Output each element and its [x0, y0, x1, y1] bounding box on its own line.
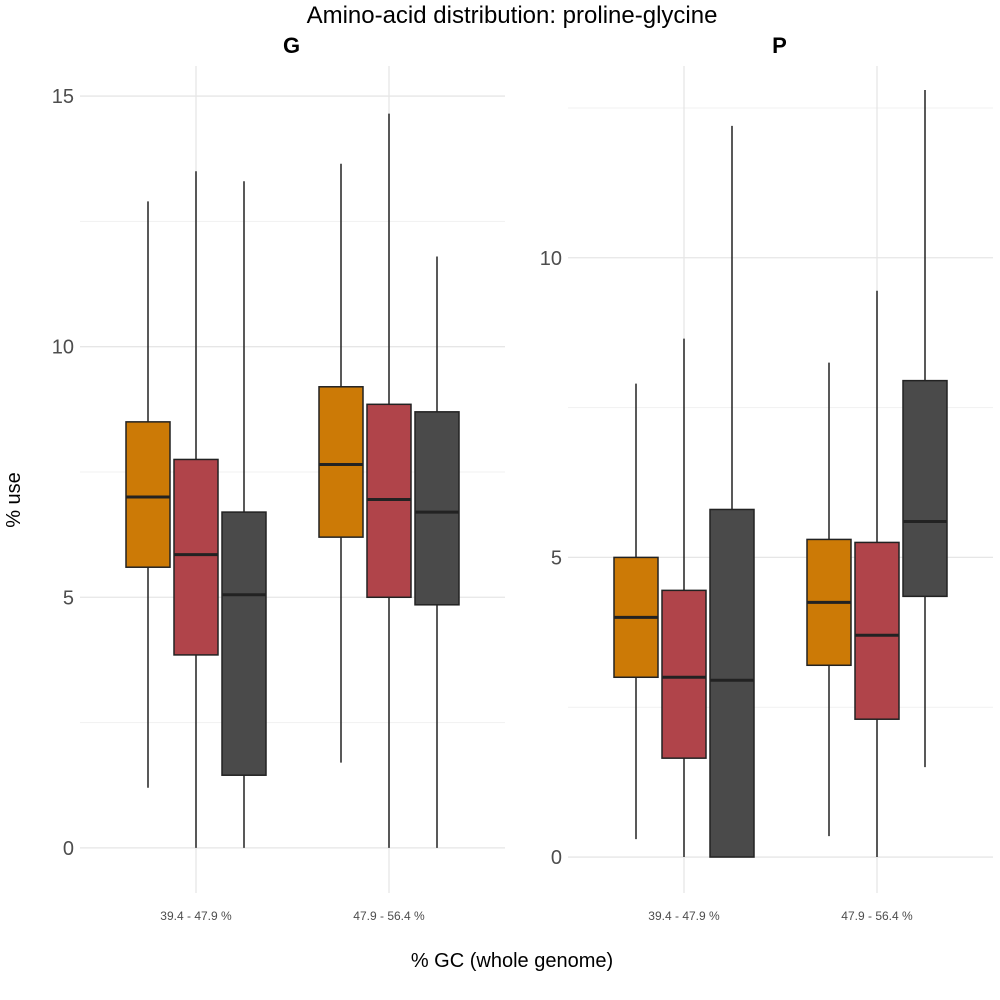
x-tick-label: 47.9 - 56.4 %: [841, 909, 913, 923]
box-body: [854, 541, 900, 720]
facet-panel-p: 0 5 10 P 39.4 - 47.9 % 47.9 - 56.4 %: [540, 33, 993, 923]
box: [414, 256, 460, 848]
y-tick-label: 10: [540, 248, 562, 270]
facet-label: G: [283, 33, 300, 58]
box: [173, 171, 219, 848]
x-tick-label: 47.9 - 56.4 %: [353, 909, 425, 923]
x-tick-label: 39.4 - 47.9 %: [160, 909, 232, 923]
box-body: [318, 386, 364, 538]
y-tick-label: 15: [52, 86, 74, 108]
chart-title: Amino-acid distribution: proline-glycine: [307, 2, 718, 29]
box: [221, 181, 267, 848]
x-axis-label: % GC (whole genome): [411, 950, 613, 972]
y-tick-label: 0: [63, 838, 74, 860]
facet-panel-g: 0 5 10 15 G 39.4 - 47.9 % 47.9 - 56.4 %: [52, 33, 505, 923]
box: [854, 290, 900, 858]
box-body: [661, 589, 707, 759]
box: [318, 163, 364, 763]
box: [661, 338, 707, 858]
y-tick-label: 5: [551, 547, 562, 569]
y-axis-label: % use: [3, 472, 25, 528]
box: [902, 89, 948, 768]
box: [806, 362, 852, 837]
y-tick-label: 10: [52, 337, 74, 359]
box: [366, 113, 412, 848]
box: [125, 201, 171, 788]
box-body: [173, 458, 219, 656]
box-body: [125, 421, 171, 568]
y-tick-label: 0: [551, 847, 562, 869]
box: [709, 125, 755, 858]
y-tick-label: 5: [63, 587, 74, 609]
box-body: [902, 379, 948, 598]
facet-label: P: [772, 33, 787, 58]
box-body: [221, 511, 267, 776]
x-tick-label: 39.4 - 47.9 %: [648, 909, 720, 923]
box-body: [414, 411, 460, 606]
box: [613, 383, 659, 840]
box-body: [709, 508, 755, 858]
